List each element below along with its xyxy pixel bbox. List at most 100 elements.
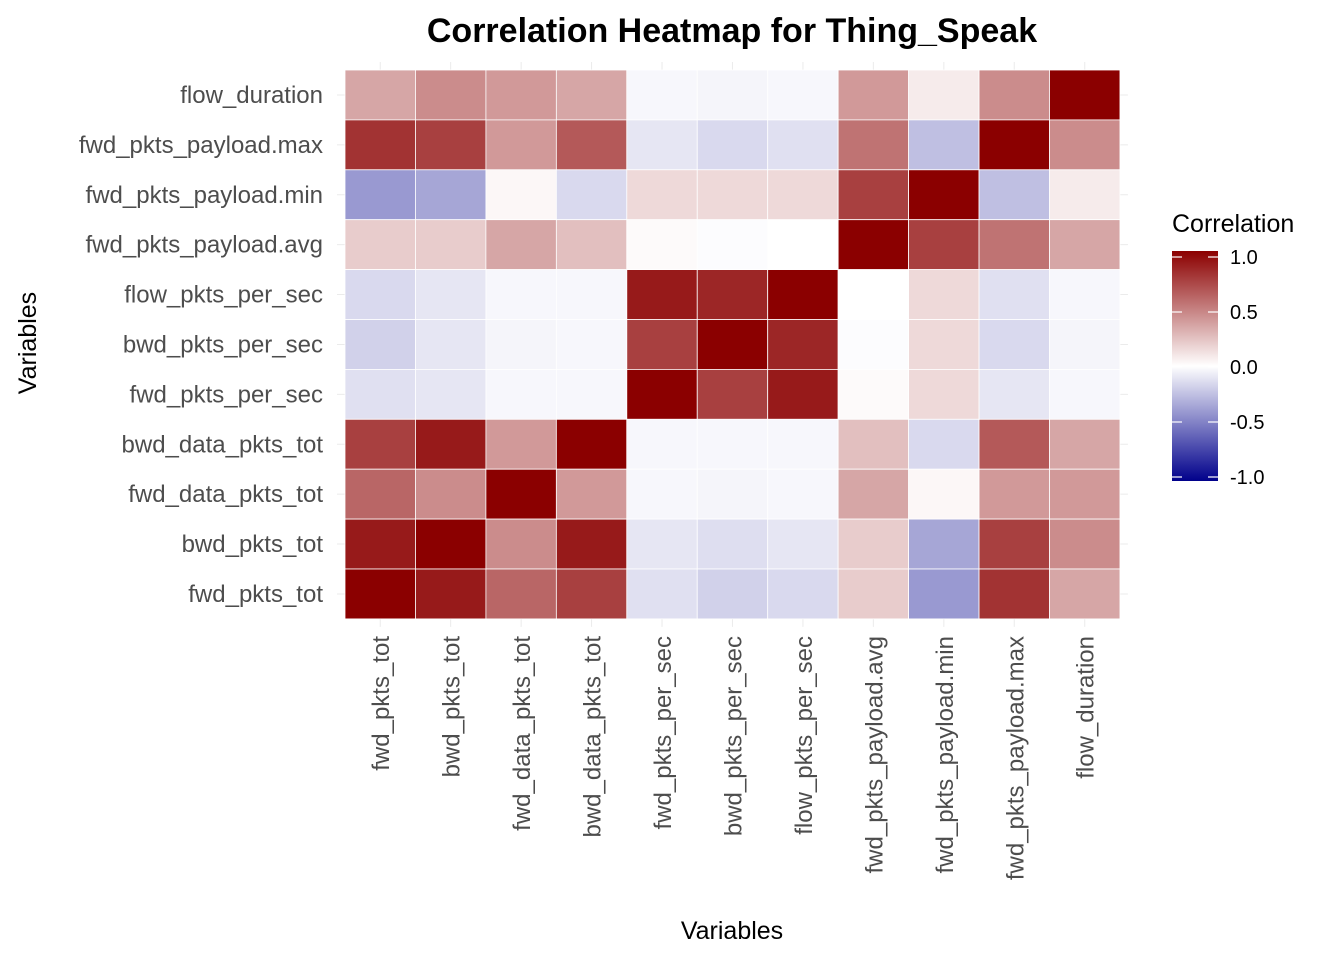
x-tick-label: bwd_pkts_tot	[439, 636, 466, 778]
legend-ticks: 1.0 0.5 0.0 -0.5 -1.0	[1172, 247, 1264, 489]
x-axis-title: Variables	[681, 917, 783, 945]
chart-title: Correlation Heatmap for Thing_Speak	[427, 12, 1037, 50]
heatmap-cell	[837, 418, 910, 470]
y-tick-label: bwd_pkts_per_sec	[123, 331, 323, 358]
x-tick-label: fwd_pkts_per_sec	[650, 636, 677, 829]
heatmap-cell	[767, 568, 839, 620]
heatmap-cell	[485, 169, 557, 221]
heatmap-cell	[555, 69, 628, 121]
heatmap-cell	[1049, 219, 1121, 270]
heatmap-cell	[1049, 269, 1121, 320]
heatmap-cell	[1049, 518, 1121, 570]
heatmap-cell	[415, 468, 487, 520]
y-axis-title: Variables	[14, 292, 42, 394]
heatmap-cell	[415, 219, 487, 270]
heatmap-cell	[344, 568, 416, 620]
heatmap-cell	[767, 119, 839, 171]
heatmap-cell	[626, 269, 698, 320]
heatmap-cell	[767, 468, 839, 520]
heatmap-cell	[344, 319, 416, 370]
heatmap-cell	[1049, 568, 1121, 620]
heatmap-cell	[978, 169, 1050, 221]
heatmap-cell	[767, 269, 839, 320]
heatmap-cell	[415, 518, 487, 570]
heatmap-cell	[626, 69, 698, 121]
legend-title: Correlation	[1172, 210, 1294, 238]
x-tick-label: fwd_pkts_tot	[368, 636, 395, 771]
heatmap-cell	[696, 319, 769, 370]
heatmap-cell	[555, 368, 628, 420]
heatmap-cell	[344, 468, 416, 520]
x-tick-label: fwd_pkts_payload.min	[932, 636, 959, 873]
heatmap-cell	[485, 269, 557, 320]
heatmap-cell	[767, 518, 839, 570]
heatmap-cell	[626, 169, 698, 221]
y-tick-labels: flow_duration fwd_pkts_payload.max fwd_pkt…	[79, 82, 323, 608]
x-tick-label: flow_duration	[1073, 636, 1100, 779]
y-tick-label: fwd_pkts_payload.avg	[86, 232, 324, 259]
heatmap-cell	[485, 368, 557, 420]
heatmap-cell	[696, 568, 769, 620]
x-tick-label: bwd_pkts_per_sec	[720, 636, 747, 836]
heatmap-cell	[415, 568, 487, 620]
heatmap-cell	[908, 269, 980, 320]
heatmap-cell	[485, 119, 557, 171]
heatmap-cell	[767, 418, 839, 470]
heatmap-cell	[908, 219, 980, 270]
heatmap-cell	[555, 418, 628, 470]
heatmap-cell	[767, 368, 839, 420]
legend-tick-label: -0.5	[1230, 412, 1264, 434]
heatmap-cell	[908, 169, 980, 221]
heatmap-cell	[626, 568, 698, 620]
heatmap-cell	[978, 368, 1050, 420]
heatmap-cell	[555, 518, 628, 570]
heatmap-cell	[837, 219, 910, 270]
y-tick-label: bwd_pkts_tot	[182, 531, 324, 558]
heatmap-cell	[837, 119, 910, 171]
heatmap-cell	[485, 468, 557, 520]
heatmap-cell	[978, 418, 1050, 470]
heatmap-cell	[626, 468, 698, 520]
heatmap-cell	[485, 418, 557, 470]
heatmap-cells	[344, 69, 1121, 620]
heatmap-cell	[1049, 468, 1121, 520]
heatmap-cell	[344, 518, 416, 570]
heatmap-cell	[696, 468, 769, 520]
heatmap-cell	[696, 219, 769, 270]
y-tick-label: fwd_pkts_payload.max	[79, 132, 323, 159]
heatmap-cell	[485, 219, 557, 270]
heatmap-cell	[978, 518, 1050, 570]
heatmap-cell	[767, 219, 839, 270]
heatmap-cell	[908, 418, 980, 470]
x-tick-labels: fwd_pkts_tot bwd_pkts_tot fwd_data_pkts_to…	[368, 636, 1100, 880]
x-tick-label: fwd_pkts_payload.max	[1002, 636, 1029, 880]
heatmap-cell	[696, 169, 769, 221]
heatmap-cell	[485, 69, 557, 121]
y-tick-label: bwd_data_pkts_tot	[122, 431, 324, 458]
heatmap-cell	[485, 568, 557, 620]
heatmap-cell	[978, 119, 1050, 171]
heatmap-cell	[696, 418, 769, 470]
heatmap-cell	[415, 69, 487, 121]
heatmap-cell	[485, 518, 557, 570]
heatmap-cell	[344, 169, 416, 221]
heatmap-cell	[837, 468, 910, 520]
heatmap-cell	[555, 468, 628, 520]
y-tick-label: fwd_data_pkts_tot	[128, 481, 323, 508]
heatmap-cell	[837, 568, 910, 620]
heatmap-cell	[978, 69, 1050, 121]
heatmap-cell	[837, 269, 910, 320]
heatmap-cell	[978, 319, 1050, 370]
heatmap-cell	[626, 219, 698, 270]
heatmap-cell	[1049, 169, 1121, 221]
heatmap-cell	[344, 368, 416, 420]
legend-tick-label: -1.0	[1230, 467, 1264, 489]
heatmap-cell	[908, 518, 980, 570]
legend-tick-label: 0.0	[1230, 357, 1258, 379]
heatmap-cell	[344, 69, 416, 121]
heatmap-cell	[626, 418, 698, 470]
y-tick-label: flow_duration	[180, 82, 323, 109]
heatmap-cell	[767, 69, 839, 121]
y-tick-label: fwd_pkts_tot	[188, 581, 323, 608]
